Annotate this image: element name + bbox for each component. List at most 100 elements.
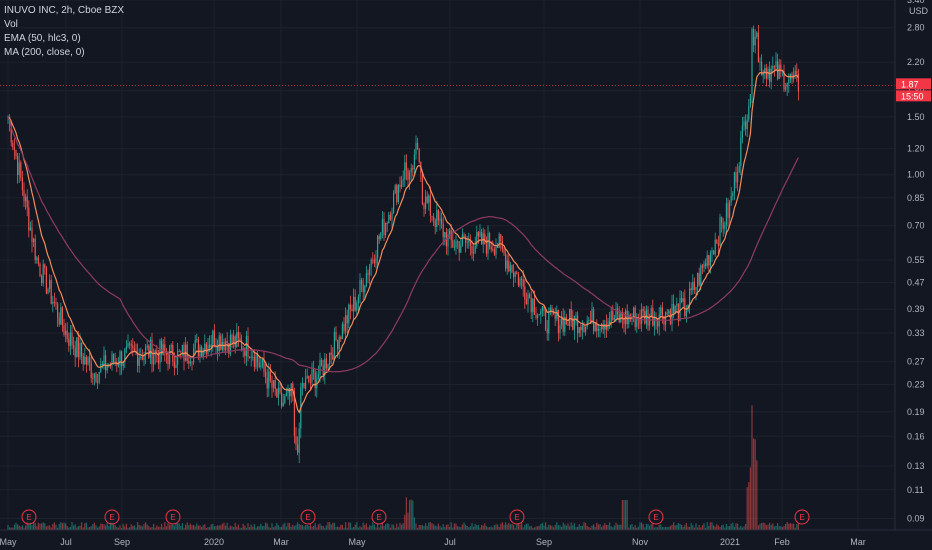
volume-bar[interactable] bbox=[17, 524, 19, 530]
candle-body[interactable] bbox=[79, 342, 81, 358]
volume-bar[interactable] bbox=[389, 527, 391, 530]
volume-bar[interactable] bbox=[209, 527, 211, 530]
volume-bar[interactable] bbox=[473, 526, 475, 530]
volume-bar[interactable] bbox=[308, 525, 310, 530]
candle-body[interactable] bbox=[740, 137, 742, 166]
candle-body[interactable] bbox=[580, 327, 582, 331]
volume-bar[interactable] bbox=[716, 524, 718, 530]
candle-body[interactable] bbox=[209, 345, 211, 348]
candle-body[interactable] bbox=[324, 358, 326, 376]
candle-body[interactable] bbox=[609, 321, 611, 324]
volume-bar[interactable] bbox=[53, 522, 55, 530]
candle-body[interactable] bbox=[77, 337, 79, 358]
candle-body[interactable] bbox=[145, 347, 147, 356]
volume-bar[interactable] bbox=[338, 527, 340, 530]
candle-body[interactable] bbox=[722, 222, 724, 229]
volume-bar[interactable] bbox=[677, 522, 679, 530]
candle-body[interactable] bbox=[548, 311, 550, 334]
candle-body[interactable] bbox=[169, 347, 171, 365]
volume-bar[interactable] bbox=[471, 522, 473, 530]
candle-body[interactable] bbox=[293, 391, 295, 436]
volume-bar[interactable] bbox=[149, 527, 151, 530]
volume-bar[interactable] bbox=[697, 527, 699, 530]
candle-body[interactable] bbox=[87, 357, 89, 365]
volume-bar[interactable] bbox=[762, 522, 764, 530]
volume-bar[interactable] bbox=[359, 526, 361, 530]
volume-bar[interactable] bbox=[217, 525, 219, 530]
candle-body[interactable] bbox=[527, 294, 529, 305]
volume-bar[interactable] bbox=[412, 500, 414, 530]
candle-body[interactable] bbox=[455, 241, 457, 248]
volume-bar[interactable] bbox=[529, 526, 531, 530]
candle-body[interactable] bbox=[167, 355, 169, 365]
volume-bar[interactable] bbox=[239, 527, 241, 530]
candle-body[interactable] bbox=[493, 249, 495, 255]
candle-body[interactable] bbox=[282, 402, 284, 407]
volume-bar[interactable] bbox=[377, 523, 379, 530]
candle-body[interactable] bbox=[596, 324, 598, 331]
candle-body[interactable] bbox=[407, 170, 409, 180]
volume-bar[interactable] bbox=[524, 524, 526, 530]
volume-bar[interactable] bbox=[285, 526, 287, 530]
candle-body[interactable] bbox=[178, 350, 180, 352]
volume-bar[interactable] bbox=[433, 524, 435, 530]
volume-bar[interactable] bbox=[127, 527, 129, 530]
candle-body[interactable] bbox=[762, 72, 764, 76]
volume-bar[interactable] bbox=[527, 523, 529, 530]
candle-body[interactable] bbox=[380, 232, 382, 240]
volume-bar[interactable] bbox=[481, 524, 483, 530]
candle-body[interactable] bbox=[764, 67, 766, 73]
candle-body[interactable] bbox=[213, 330, 215, 347]
candle-body[interactable] bbox=[41, 275, 43, 284]
volume-bar[interactable] bbox=[236, 526, 238, 530]
volume-bar[interactable] bbox=[154, 527, 156, 530]
volume-bar[interactable] bbox=[740, 525, 742, 530]
candle-body[interactable] bbox=[189, 361, 191, 364]
volume-bar[interactable] bbox=[724, 527, 726, 530]
volume-bar[interactable] bbox=[594, 526, 596, 530]
volume-bar[interactable] bbox=[33, 522, 35, 530]
volume-bar[interactable] bbox=[265, 522, 267, 530]
volume-bar[interactable] bbox=[485, 526, 487, 530]
candle-body[interactable] bbox=[577, 315, 579, 334]
volume-bar[interactable] bbox=[469, 526, 471, 530]
volume-bar[interactable] bbox=[693, 527, 695, 530]
candle-body[interactable] bbox=[733, 172, 735, 194]
volume-bar[interactable] bbox=[463, 522, 465, 530]
volume-bar[interactable] bbox=[719, 527, 721, 530]
candle-body[interactable] bbox=[357, 296, 359, 303]
volume-bar[interactable] bbox=[61, 523, 63, 530]
volume-bar[interactable] bbox=[250, 524, 252, 530]
candle-body[interactable] bbox=[373, 259, 375, 264]
candle-body[interactable] bbox=[60, 307, 62, 325]
volume-bar[interactable] bbox=[169, 524, 171, 530]
volume-bar[interactable] bbox=[340, 524, 342, 530]
candle-body[interactable] bbox=[554, 314, 556, 319]
volume-bar[interactable] bbox=[207, 527, 209, 530]
volume-bar[interactable] bbox=[620, 524, 622, 530]
volume-bar[interactable] bbox=[7, 525, 9, 530]
candle-body[interactable] bbox=[308, 375, 310, 382]
candle-body[interactable] bbox=[25, 196, 27, 202]
volume-bar[interactable] bbox=[306, 525, 308, 530]
candle-body[interactable] bbox=[433, 216, 435, 221]
volume-bar[interactable] bbox=[47, 525, 49, 530]
candle-body[interactable] bbox=[317, 374, 319, 379]
candle-body[interactable] bbox=[375, 258, 377, 264]
candle-body[interactable] bbox=[737, 172, 739, 183]
candle-body[interactable] bbox=[695, 287, 697, 290]
candle-body[interactable] bbox=[561, 317, 563, 326]
candle-body[interactable] bbox=[337, 340, 339, 350]
volume-bar[interactable] bbox=[556, 522, 558, 530]
candle-body[interactable] bbox=[597, 329, 599, 331]
candle-body[interactable] bbox=[237, 332, 239, 339]
volume-bar[interactable] bbox=[133, 525, 135, 530]
volume-bar[interactable] bbox=[228, 527, 230, 530]
candle-body[interactable] bbox=[546, 329, 548, 334]
volume-bar[interactable] bbox=[173, 525, 175, 530]
volume-bar[interactable] bbox=[25, 525, 27, 530]
candle-body[interactable] bbox=[703, 263, 705, 268]
volume-bar[interactable] bbox=[186, 522, 188, 530]
volume-bar[interactable] bbox=[508, 522, 510, 530]
volume-bar[interactable] bbox=[773, 526, 775, 530]
